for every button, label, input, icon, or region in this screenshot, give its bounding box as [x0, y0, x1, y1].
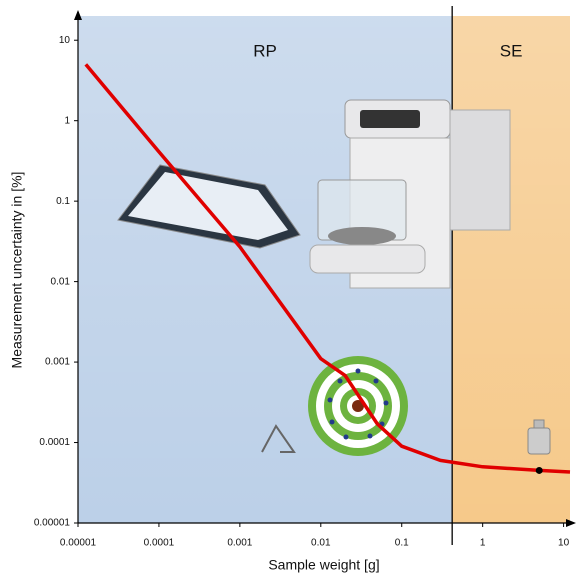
y-axis-arrow	[74, 10, 82, 20]
y-tick-label: 0.001	[45, 357, 70, 368]
x-axis-arrow	[566, 519, 576, 527]
x-tick-label: 10	[558, 538, 570, 549]
y-axis-title: Measurement uncertainty in [%]	[9, 172, 25, 369]
y-tick-label: 0.01	[51, 276, 71, 287]
region-label: RP	[253, 41, 277, 60]
x-tick-label: 1	[480, 538, 486, 549]
region-label: SE	[500, 41, 523, 60]
x-tick-label: 0.001	[227, 538, 252, 549]
y-tick-label: 0.0001	[39, 437, 70, 448]
x-tick-label: 0.01	[311, 538, 331, 549]
chart: RP SE 0.00001 0.0001 0.001 0.01 0.1 1 10 0.00001…	[0, 0, 581, 580]
marker-point	[536, 467, 543, 474]
x-tick-label: 0.00001	[60, 538, 97, 549]
y-tick-label: 1	[64, 115, 70, 126]
x-tick-label: 0.1	[395, 538, 409, 549]
target-icon	[308, 356, 408, 456]
x-tick-label: 0.0001	[144, 538, 175, 549]
region-shade	[452, 16, 570, 523]
y-tick-label: 0.1	[56, 196, 70, 207]
y-tick-label: 10	[59, 35, 71, 46]
x-axis-title: Sample weight [g]	[268, 557, 379, 573]
y-tick-label: 0.00001	[34, 518, 71, 529]
